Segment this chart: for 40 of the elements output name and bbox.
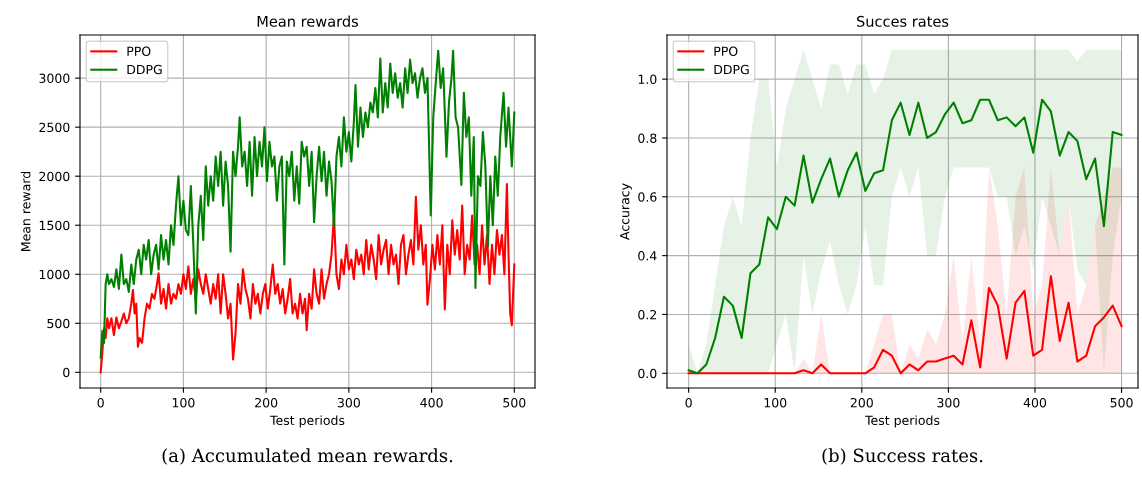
y-tick-label: 1000 xyxy=(39,269,70,280)
x-tick-label: 0 xyxy=(97,397,104,408)
y-tick-label: 3000 xyxy=(39,73,70,84)
y-tick-label: 0.6 xyxy=(638,192,657,202)
y-tick-label: 1.0 xyxy=(638,74,657,85)
x-tick-label: 100 xyxy=(172,397,195,408)
y-tick-label: 2500 xyxy=(39,122,70,133)
y-axis-title: Mean reward xyxy=(20,171,31,251)
y-tick-label: 2000 xyxy=(39,171,70,182)
x-tick-label: 0 xyxy=(685,397,692,408)
line-series xyxy=(99,183,516,374)
legend-label: PPO xyxy=(127,46,151,56)
line-series xyxy=(687,275,1123,375)
x-axis-title: Test periods xyxy=(270,415,345,428)
y-tick-label: 0.2 xyxy=(638,309,657,320)
y-tick-label: 0.8 xyxy=(638,133,657,143)
x-tick-label: 500 xyxy=(503,397,526,408)
chart-title: Succes rates xyxy=(856,15,949,27)
text: (b) Success rates. xyxy=(822,448,983,465)
x-tick-label: 300 xyxy=(337,397,360,408)
text: (a) Accumulated mean rewards. xyxy=(162,448,453,465)
legend-label: DDPG xyxy=(714,64,749,75)
x-tick-label: 200 xyxy=(850,397,873,408)
x-tick-label: 200 xyxy=(255,397,278,408)
y-tick-label: 1500 xyxy=(39,220,70,231)
y-tick-label: 0 xyxy=(63,367,70,378)
chart-title: Mean rewards xyxy=(257,15,359,27)
x-tick-label: 300 xyxy=(937,397,960,408)
y-tick-label: 500 xyxy=(47,318,70,329)
legend-label: DDPG xyxy=(127,64,162,75)
x-tick-label: 400 xyxy=(1023,397,1047,408)
line-series xyxy=(687,98,1123,375)
x-tick-label: 500 xyxy=(1110,397,1133,408)
x-tick-label: 100 xyxy=(764,397,787,408)
x-tick-label: 400 xyxy=(420,397,443,408)
y-axis-title: Accuracy xyxy=(620,183,632,240)
legend-label: PPO xyxy=(714,46,738,56)
y-tick-label: 0.0 xyxy=(638,368,657,379)
x-axis-title: Test periods xyxy=(865,415,940,428)
y-tick-label: 0.4 xyxy=(638,251,657,261)
